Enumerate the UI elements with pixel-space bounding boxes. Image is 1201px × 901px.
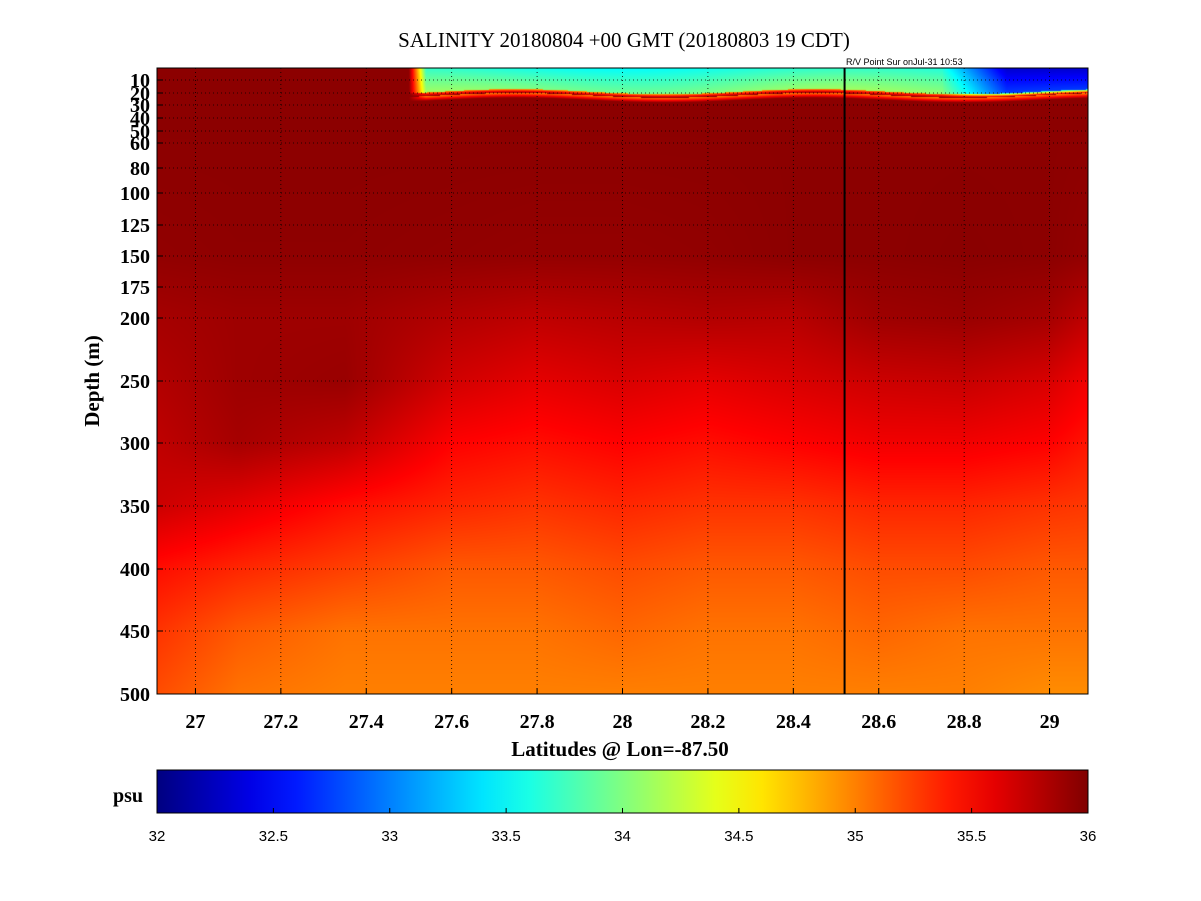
y-tick-label: 500 bbox=[120, 684, 150, 706]
y-axis-label: Depth (m) bbox=[80, 335, 104, 427]
y-tick-label: 60 bbox=[130, 133, 150, 155]
chart-title: SALINITY 20180804 +00 GMT (20180803 19 C… bbox=[398, 28, 850, 52]
x-tick-label: 28.8 bbox=[947, 711, 982, 733]
y-tick-label: 150 bbox=[120, 246, 150, 268]
colorbar-tick-label: 35 bbox=[847, 828, 864, 845]
y-tick-label: 80 bbox=[130, 158, 150, 180]
x-axis-ticks: 27 27.2 27.4 27.6 27.8 28 28.2 28.4 28.6 28.8 29 bbox=[185, 688, 1060, 733]
colorbar-gradient bbox=[156, 769, 1089, 814]
colorbar-tick-label: 35.5 bbox=[957, 828, 986, 845]
colorbar-tick-label: 33 bbox=[381, 828, 398, 845]
x-tick-label: 29 bbox=[1040, 711, 1060, 733]
x-tick-label: 27.8 bbox=[520, 711, 555, 733]
y-tick-label: 125 bbox=[120, 215, 150, 237]
y-tick-label: 200 bbox=[120, 308, 150, 330]
y-tick-label: 10 bbox=[130, 70, 150, 92]
y-tick-label: 175 bbox=[120, 277, 150, 299]
colorbar-label: psu bbox=[113, 785, 143, 807]
x-tick-label: 28.2 bbox=[690, 711, 725, 733]
x-tick-label: 28.6 bbox=[861, 711, 896, 733]
y-tick-label: 350 bbox=[120, 496, 150, 518]
y-tick-label: 400 bbox=[120, 559, 150, 581]
y-tick-label: 20 bbox=[130, 83, 150, 105]
colorbar-tick-label: 34.5 bbox=[724, 828, 753, 845]
grid-lines bbox=[157, 68, 1088, 695]
y-tick-label: 450 bbox=[120, 621, 150, 643]
x-tick-label: 27 bbox=[185, 711, 205, 733]
x-tick-label: 27.4 bbox=[349, 711, 384, 733]
colorbar-tick-label: 34 bbox=[614, 828, 631, 845]
colorbar-tick-label: 32 bbox=[149, 828, 166, 845]
x-tick-label: 28 bbox=[613, 711, 633, 733]
vessel-annotation: R/V Point Sur onJul-31 10:53 bbox=[846, 57, 963, 67]
y-tick-label: 30 bbox=[130, 95, 150, 117]
colorbar-tick-label: 36 bbox=[1080, 828, 1097, 845]
y-tick-label: 50 bbox=[130, 121, 150, 143]
x-tick-label: 27.2 bbox=[263, 711, 298, 733]
x-axis-label: Latitudes @ Lon=-87.50 bbox=[511, 737, 729, 761]
colorbar-ticks: 32 32.5 33 33.5 34 34.5 35 35.5 36 bbox=[149, 808, 1097, 845]
y-tick-label: 300 bbox=[120, 433, 150, 455]
y-tick-label: 100 bbox=[120, 183, 150, 205]
y-tick-label: 250 bbox=[120, 371, 150, 393]
y-tick-label: 40 bbox=[130, 108, 150, 130]
x-tick-label: 28.4 bbox=[776, 711, 811, 733]
colorbar: 32 32.5 33 33.5 34 34.5 35 35.5 36 psu bbox=[113, 769, 1097, 845]
x-tick-label: 27.6 bbox=[434, 711, 469, 733]
colorbar-tick-label: 32.5 bbox=[259, 828, 288, 845]
colorbar-tick-label: 33.5 bbox=[492, 828, 521, 845]
